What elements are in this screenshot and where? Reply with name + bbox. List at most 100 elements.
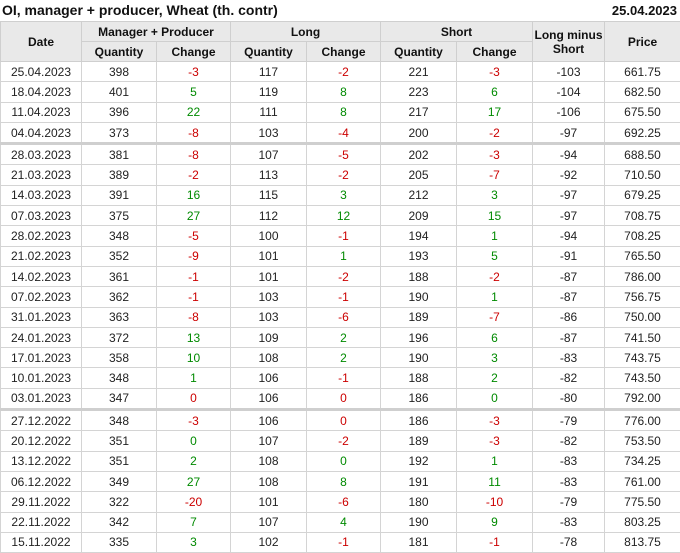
long-minus-short-cell: -103 [533,62,605,82]
header-long-quantity: Quantity [231,42,307,62]
short-change-cell: 17 [457,102,533,122]
long-change-cell: 1 [307,246,381,266]
mp-quantity-cell: 351 [82,431,157,451]
long-minus-short-cell: -82 [533,368,605,388]
mp-change-cell: 0 [157,431,231,451]
mp-quantity-cell: 351 [82,451,157,471]
long-change-cell: -1 [307,532,381,552]
date-cell: 18.04.2023 [1,82,82,102]
long-quantity-cell: 103 [231,122,307,143]
mp-quantity-cell: 361 [82,266,157,286]
short-change-cell: -3 [457,410,533,431]
long-minus-short-cell: -94 [533,226,605,246]
price-cell: 743.75 [605,348,680,368]
long-change-cell: 8 [307,102,381,122]
date-cell: 28.02.2023 [1,226,82,246]
header-date: Date [1,22,82,62]
long-change-cell: -6 [307,492,381,512]
short-quantity-cell: 221 [381,62,457,82]
short-change-cell: 6 [457,82,533,102]
header-short-change: Change [457,42,533,62]
price-cell: 692.25 [605,122,680,143]
date-cell: 22.11.2022 [1,512,82,532]
long-change-cell: 8 [307,471,381,491]
short-change-cell: -2 [457,266,533,286]
date-cell: 20.12.2022 [1,431,82,451]
mp-change-cell: -9 [157,246,231,266]
price-cell: 675.50 [605,102,680,122]
long-change-cell: 0 [307,410,381,431]
short-change-cell: 1 [457,226,533,246]
price-cell: 743.50 [605,368,680,388]
mp-quantity-cell: 389 [82,165,157,185]
long-minus-short-cell: -83 [533,348,605,368]
mp-change-cell: 27 [157,206,231,226]
mp-quantity-cell: 347 [82,388,157,409]
price-cell: 682.50 [605,82,680,102]
short-quantity-cell: 193 [381,246,457,266]
mp-change-cell: -8 [157,144,231,165]
long-minus-short-cell: -91 [533,246,605,266]
long-minus-short-cell: -87 [533,266,605,286]
header-short: Short [381,22,533,42]
price-cell: 765.50 [605,246,680,266]
long-quantity-cell: 106 [231,388,307,409]
long-change-cell: -2 [307,165,381,185]
short-change-cell: 0 [457,388,533,409]
mp-quantity-cell: 373 [82,122,157,143]
long-change-cell: 3 [307,185,381,205]
date-cell: 15.11.2022 [1,532,82,552]
long-quantity-cell: 108 [231,451,307,471]
date-cell: 17.01.2023 [1,348,82,368]
header-short-quantity: Quantity [381,42,457,62]
short-change-cell: -7 [457,307,533,327]
short-change-cell: 5 [457,246,533,266]
date-cell: 28.03.2023 [1,144,82,165]
short-quantity-cell: 191 [381,471,457,491]
date-cell: 04.04.2023 [1,122,82,143]
mp-quantity-cell: 362 [82,287,157,307]
short-change-cell: -3 [457,62,533,82]
long-change-cell: 2 [307,348,381,368]
short-quantity-cell: 202 [381,144,457,165]
long-quantity-cell: 103 [231,287,307,307]
short-change-cell: -7 [457,165,533,185]
price-cell: 679.25 [605,185,680,205]
long-quantity-cell: 106 [231,368,307,388]
mp-quantity-cell: 375 [82,206,157,226]
price-cell: 776.00 [605,410,680,431]
mp-change-cell: 27 [157,471,231,491]
price-cell: 792.00 [605,388,680,409]
short-quantity-cell: 180 [381,492,457,512]
long-minus-short-cell: -87 [533,287,605,307]
date-cell: 29.11.2022 [1,492,82,512]
short-change-cell: -10 [457,492,533,512]
long-minus-short-cell: -97 [533,122,605,143]
price-cell: 761.00 [605,471,680,491]
short-quantity-cell: 217 [381,102,457,122]
long-minus-short-cell: -97 [533,206,605,226]
long-quantity-cell: 103 [231,307,307,327]
mp-quantity-cell: 335 [82,532,157,552]
short-quantity-cell: 186 [381,388,457,409]
title-bar: OI, manager + producer, Wheat (th. contr… [0,0,680,21]
date-cell: 10.01.2023 [1,368,82,388]
header-long: Long [231,22,381,42]
mp-change-cell: 16 [157,185,231,205]
long-change-cell: -2 [307,431,381,451]
long-quantity-cell: 109 [231,327,307,347]
short-change-cell: -3 [457,144,533,165]
long-quantity-cell: 101 [231,266,307,286]
long-change-cell: -6 [307,307,381,327]
